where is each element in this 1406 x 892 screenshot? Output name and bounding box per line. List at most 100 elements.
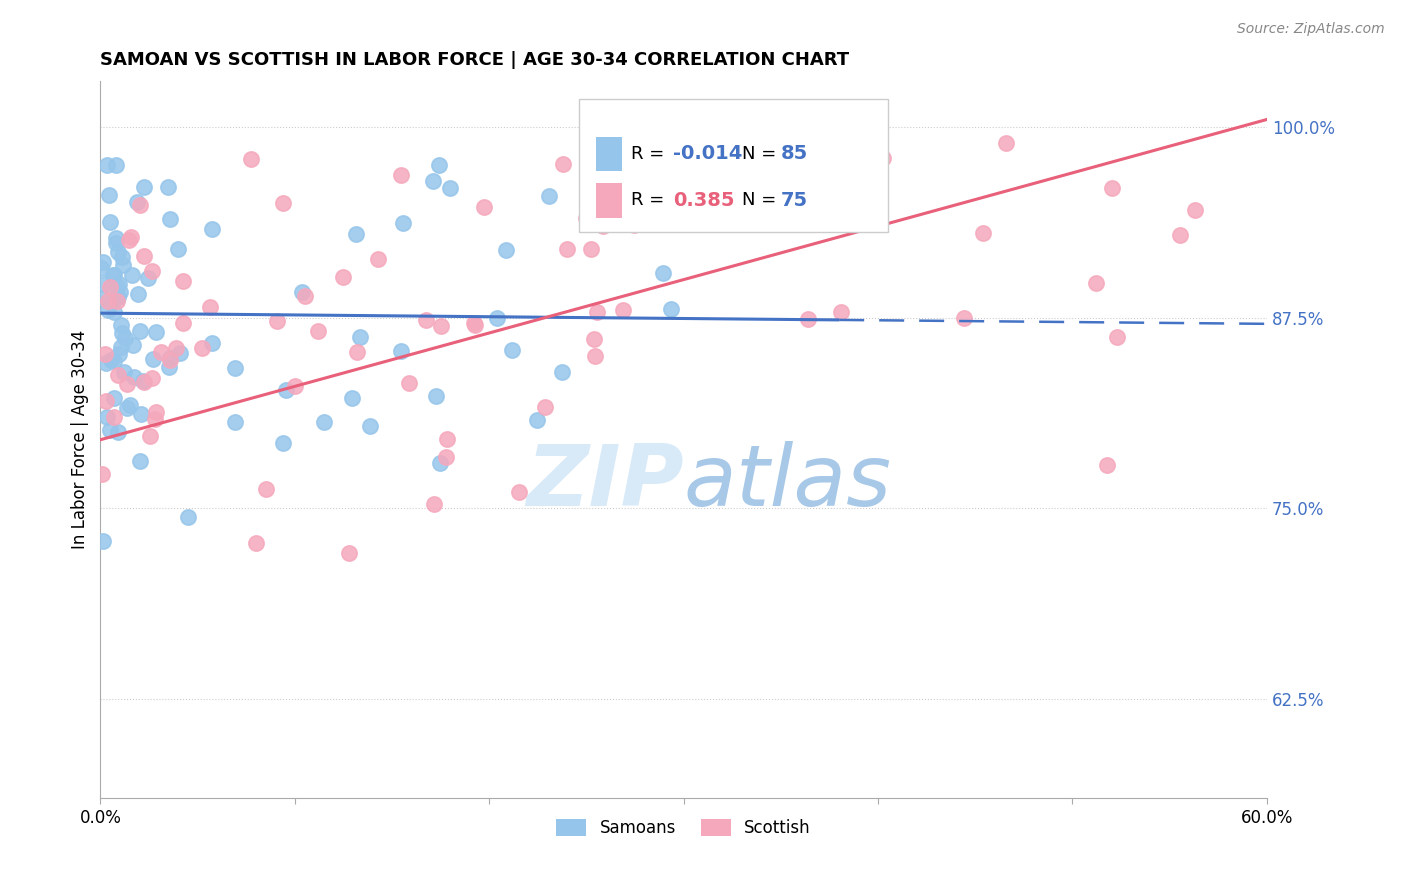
Text: R =: R =: [631, 192, 671, 210]
Point: [612, 302, 634, 317]
Point: [422, 174, 444, 188]
Point: [103, 354, 125, 368]
Point: [121, 268, 143, 282]
Point: [96, 356, 118, 370]
Point: [107, 244, 129, 259]
Point: [104, 235, 127, 250]
Point: [134, 376, 156, 390]
Point: [104, 231, 127, 245]
Point: [501, 343, 523, 358]
Point: [291, 285, 314, 299]
Point: [141, 371, 163, 385]
Point: [508, 484, 530, 499]
Point: [111, 258, 134, 272]
Point: [107, 290, 129, 304]
Point: [344, 227, 367, 241]
Text: ZIP: ZIP: [526, 442, 683, 524]
Point: [159, 360, 181, 375]
Point: [96, 158, 118, 172]
Point: [623, 218, 645, 232]
Point: [537, 188, 560, 202]
Point: [266, 314, 288, 328]
Y-axis label: In Labor Force | Age 30-34: In Labor Force | Age 30-34: [72, 330, 89, 549]
Point: [953, 311, 976, 326]
Point: [830, 305, 852, 319]
Point: [271, 195, 294, 210]
Point: [652, 266, 675, 280]
Point: [105, 288, 128, 302]
Point: [1184, 203, 1206, 218]
Point: [585, 349, 607, 363]
Point: [659, 301, 682, 316]
Point: [613, 152, 636, 166]
Point: [346, 345, 368, 359]
Point: [165, 341, 187, 355]
Point: [464, 318, 486, 333]
Point: [1084, 277, 1107, 291]
Point: [575, 211, 598, 225]
Point: [439, 181, 461, 195]
Point: [143, 412, 166, 426]
Point: [332, 270, 354, 285]
Point: [276, 383, 298, 397]
Point: [201, 221, 224, 235]
Point: [367, 252, 389, 266]
Point: [159, 212, 181, 227]
Point: [103, 391, 125, 405]
Point: [110, 340, 132, 354]
Point: [429, 456, 451, 470]
Point: [108, 277, 131, 291]
Point: [224, 360, 246, 375]
Point: [90, 260, 112, 275]
Point: [100, 280, 122, 294]
Point: [98, 215, 121, 229]
Point: [141, 264, 163, 278]
Point: [284, 379, 307, 393]
Point: [654, 197, 676, 211]
Point: [172, 316, 194, 330]
Point: [91, 467, 114, 482]
Point: [145, 326, 167, 340]
Point: [551, 157, 574, 171]
Point: [254, 482, 277, 496]
Point: [118, 233, 141, 247]
Point: [101, 268, 124, 282]
Point: [592, 219, 614, 233]
FancyBboxPatch shape: [579, 99, 887, 232]
Point: [434, 450, 457, 465]
Point: [112, 365, 135, 379]
Point: [107, 347, 129, 361]
Point: [240, 153, 263, 167]
Point: [129, 408, 152, 422]
Point: [398, 376, 420, 390]
Point: [177, 509, 200, 524]
Point: [389, 168, 412, 182]
Point: [472, 200, 495, 214]
Point: [294, 289, 316, 303]
Point: [111, 326, 134, 341]
Point: [114, 331, 136, 345]
Text: 75: 75: [780, 191, 807, 210]
Point: [91, 534, 114, 549]
Point: [994, 136, 1017, 150]
Point: [159, 353, 181, 368]
Text: N =: N =: [742, 145, 782, 162]
Point: [430, 318, 453, 333]
Point: [156, 180, 179, 194]
Point: [349, 330, 371, 344]
Point: [134, 180, 156, 194]
Point: [103, 410, 125, 425]
Point: [115, 401, 138, 416]
Point: [91, 291, 114, 305]
Point: [614, 184, 637, 198]
Point: [191, 341, 214, 355]
Point: [555, 242, 578, 256]
Text: Source: ZipAtlas.com: Source: ZipAtlas.com: [1237, 22, 1385, 37]
Point: [1168, 227, 1191, 242]
Point: [312, 415, 335, 429]
Point: [108, 285, 131, 300]
Point: [105, 278, 128, 293]
Point: [149, 344, 172, 359]
Point: [582, 333, 605, 347]
Point: [224, 415, 246, 429]
